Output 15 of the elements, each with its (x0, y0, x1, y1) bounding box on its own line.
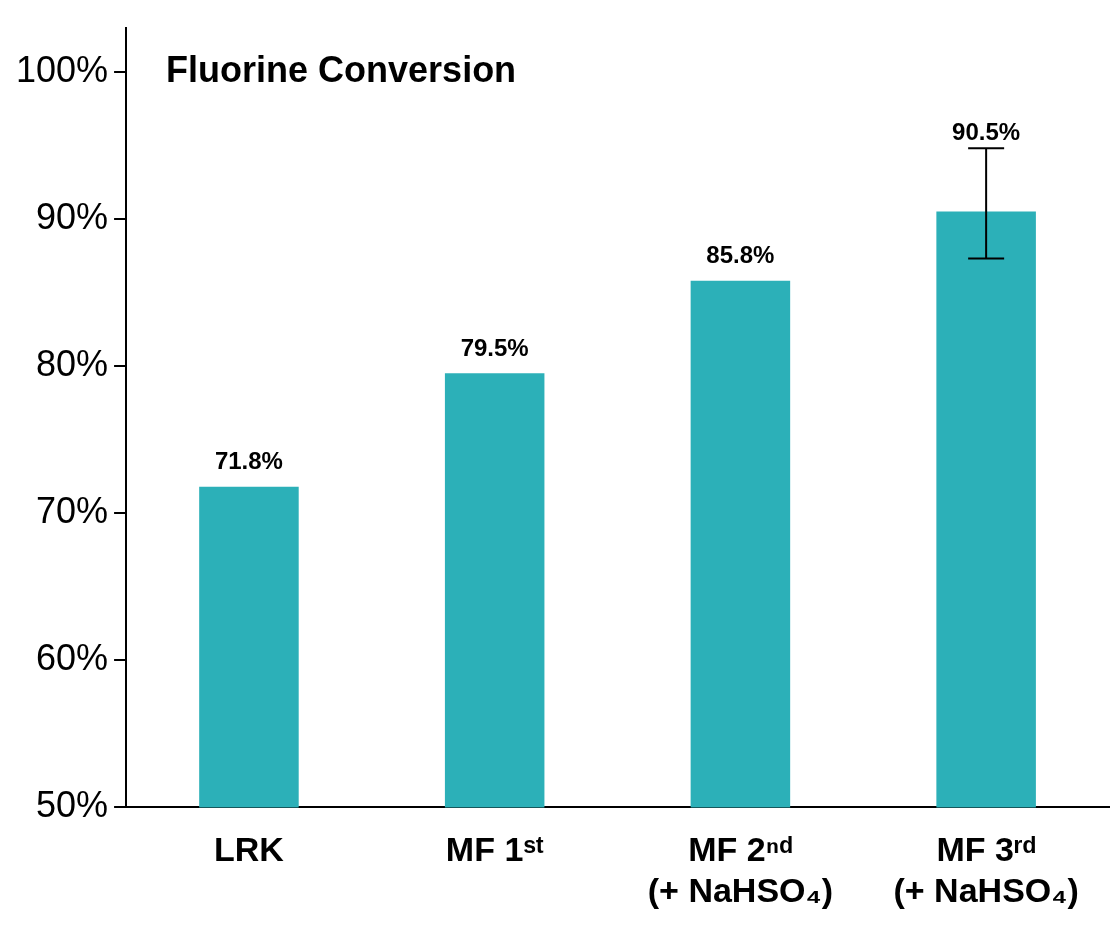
y-tick-label: 50% (36, 784, 109, 826)
text: Fluorine Conversion (166, 48, 517, 90)
x-tick-label: MF 3ʳᵈ (+ NaHSO₄) (893, 830, 1079, 909)
y-tick-label: 70% (36, 490, 109, 532)
y-tick-label: 80% (36, 342, 109, 384)
y-tick-label: 100% (16, 48, 109, 90)
data-label: 79.5% (460, 333, 529, 361)
x-tick-label: LRK (213, 830, 285, 869)
data-label: 90.5% (952, 117, 1021, 145)
y-tick-label: 60% (36, 637, 109, 679)
x-tick-label: MF 1ˢᵗ (445, 830, 545, 869)
data-label: 71.8% (214, 447, 283, 475)
y-tick-label: 90% (36, 195, 109, 237)
data-label: 85.8% (706, 241, 775, 269)
x-tick-label: MF 2ⁿᵈ (+ NaHSO₄) (647, 830, 834, 909)
